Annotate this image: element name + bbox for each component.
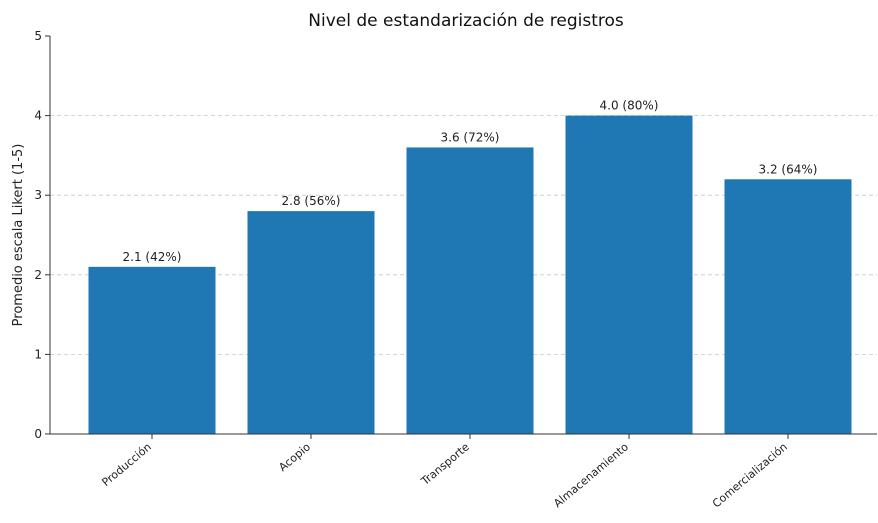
- data-labels: 2.1 (42%) 2.8 (56%) 3.6 (72%) 4.0 (80%) 3.2 …: [123, 99, 818, 264]
- chart-title: Nivel de estandarización de registros: [308, 11, 624, 31]
- data-label: 2.1 (42%): [123, 250, 182, 264]
- y-axis-label: Promedio escala Likert (1-5): [11, 144, 26, 327]
- x-tick-label: Producción: [99, 440, 154, 489]
- bar: [247, 211, 375, 434]
- y-tick-label: 4: [34, 109, 42, 123]
- y-tick-label: 1: [34, 347, 42, 361]
- bar: [406, 147, 534, 434]
- x-tick-labels: Producción Acopio Transporte Almacenamiento…: [99, 434, 790, 510]
- bars-group: [88, 115, 852, 434]
- data-label: 4.0 (80%): [600, 99, 659, 113]
- x-tick-label: Comercialización: [710, 440, 790, 510]
- y-tick-label: 2: [34, 268, 42, 282]
- data-label: 3.6 (72%): [441, 130, 500, 144]
- y-tick-label: 0: [34, 427, 42, 441]
- data-label: 2.8 (56%): [282, 194, 341, 208]
- y-ticks: 0 1 2 3 4 5: [34, 29, 50, 441]
- y-tick-label: 5: [34, 29, 42, 43]
- bar: [565, 115, 693, 434]
- axes: [49, 36, 877, 435]
- x-tick-label: Almacenamiento: [551, 440, 631, 510]
- y-tick-label: 3: [34, 188, 42, 202]
- bar: [88, 266, 216, 434]
- data-label: 3.2 (64%): [759, 162, 818, 176]
- bar: [724, 179, 852, 434]
- x-tick-label: Transporte: [418, 440, 472, 488]
- x-tick-label: Acopio: [276, 440, 313, 474]
